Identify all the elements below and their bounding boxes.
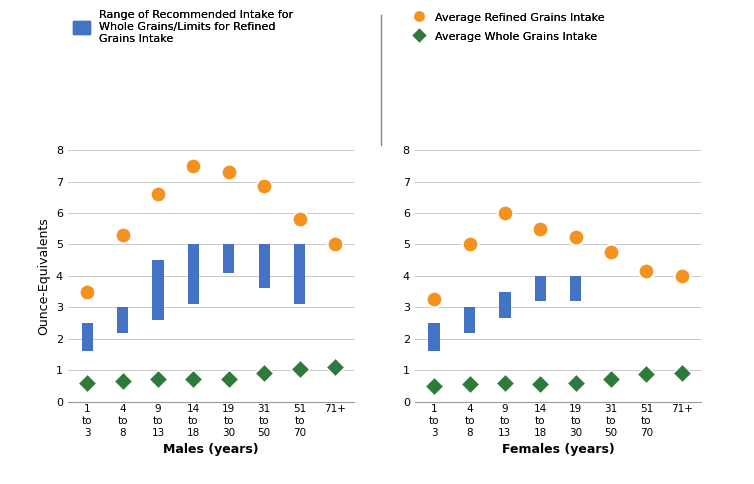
Point [499, 379, 511, 387]
Bar [570, 276, 581, 301]
Bar [259, 244, 270, 288]
Point [676, 272, 688, 280]
Bar [188, 244, 199, 304]
Point [258, 182, 270, 190]
Point [222, 168, 234, 176]
Point [464, 241, 476, 248]
Point [605, 248, 617, 256]
Point [640, 267, 652, 275]
Legend: Average Refined Grains Intake, Average Whole Grains Intake: Average Refined Grains Intake, Average W… [412, 10, 605, 43]
Point [188, 162, 200, 169]
Point [188, 375, 200, 383]
Y-axis label: Ounce-Equivalents: Ounce-Equivalents [37, 217, 51, 335]
Point [293, 365, 305, 373]
Bar [499, 291, 510, 318]
Point [535, 225, 547, 232]
Point [569, 379, 581, 387]
X-axis label: Males (years): Males (years) [164, 443, 259, 456]
Point [464, 380, 476, 388]
Bar [329, 244, 341, 251]
Bar [152, 260, 164, 320]
Point [640, 370, 652, 378]
Bar [464, 307, 475, 333]
Point [258, 370, 270, 378]
Point [676, 369, 688, 377]
Bar [81, 323, 93, 351]
Bar [223, 244, 234, 272]
Point [499, 209, 511, 217]
Point [329, 363, 341, 371]
Point [117, 231, 129, 239]
Point [329, 241, 341, 248]
Point [535, 380, 547, 388]
Bar [535, 276, 546, 301]
Point [81, 379, 93, 387]
Point [81, 287, 93, 295]
Bar [117, 307, 128, 333]
Point [152, 190, 164, 198]
Point [569, 233, 581, 241]
Point [605, 375, 617, 383]
Bar [428, 323, 440, 351]
Point [222, 375, 234, 383]
Point [293, 215, 305, 223]
Point [428, 296, 440, 303]
Legend: Range of Recommended Intake for
Whole Grains/Limits for Refined
Grains Intake: Range of Recommended Intake for Whole Gr… [73, 10, 293, 44]
Bar [294, 244, 305, 304]
Point [117, 378, 129, 385]
Point [152, 375, 164, 383]
X-axis label: Females (years): Females (years) [501, 443, 615, 456]
Point [428, 382, 440, 390]
